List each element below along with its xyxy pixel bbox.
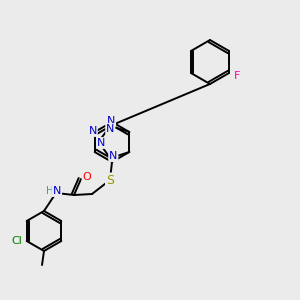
Text: N: N xyxy=(107,116,115,126)
Text: H: H xyxy=(46,186,54,196)
Text: F: F xyxy=(234,71,240,81)
Text: N: N xyxy=(106,124,115,134)
Text: Cl: Cl xyxy=(11,236,22,246)
Text: O: O xyxy=(82,172,91,182)
Text: N: N xyxy=(98,138,106,148)
Text: N: N xyxy=(53,186,61,196)
Text: N: N xyxy=(88,126,97,136)
Text: N: N xyxy=(109,151,118,161)
Text: S: S xyxy=(106,173,114,187)
